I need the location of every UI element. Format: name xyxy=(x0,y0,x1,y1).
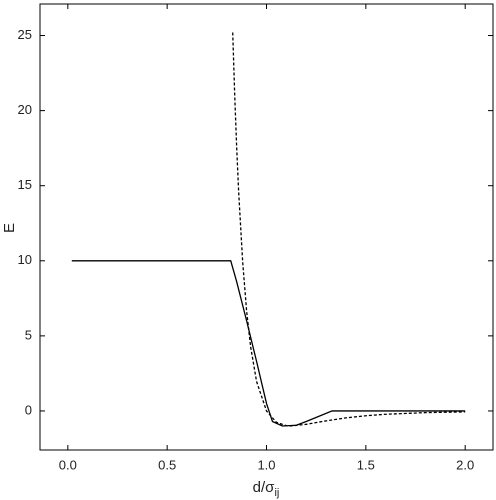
x-tick-label: 0.5 xyxy=(158,457,176,472)
y-tick-label: 10 xyxy=(18,252,32,267)
y-tick-label: 15 xyxy=(18,177,32,192)
y-tick-label: 25 xyxy=(18,27,32,42)
y-axis-title: E xyxy=(1,223,18,233)
y-tick-label: 20 xyxy=(18,102,32,117)
x-tick-label: 2.0 xyxy=(456,457,474,472)
line-series xyxy=(232,32,466,427)
x-tick-label: 1.5 xyxy=(357,457,375,472)
line-series xyxy=(71,260,466,427)
plot-frame xyxy=(39,3,494,451)
x-axis-title: d/σij xyxy=(253,479,280,499)
y-tick-label: 0 xyxy=(25,402,32,417)
y-tick-label: 5 xyxy=(25,327,32,342)
x-tick-label: 1.0 xyxy=(257,457,275,472)
x-tick-label: 0.0 xyxy=(59,457,77,472)
x-axis-title-main: d/σ xyxy=(253,479,276,496)
x-axis-title-subscript: ij xyxy=(274,487,279,499)
